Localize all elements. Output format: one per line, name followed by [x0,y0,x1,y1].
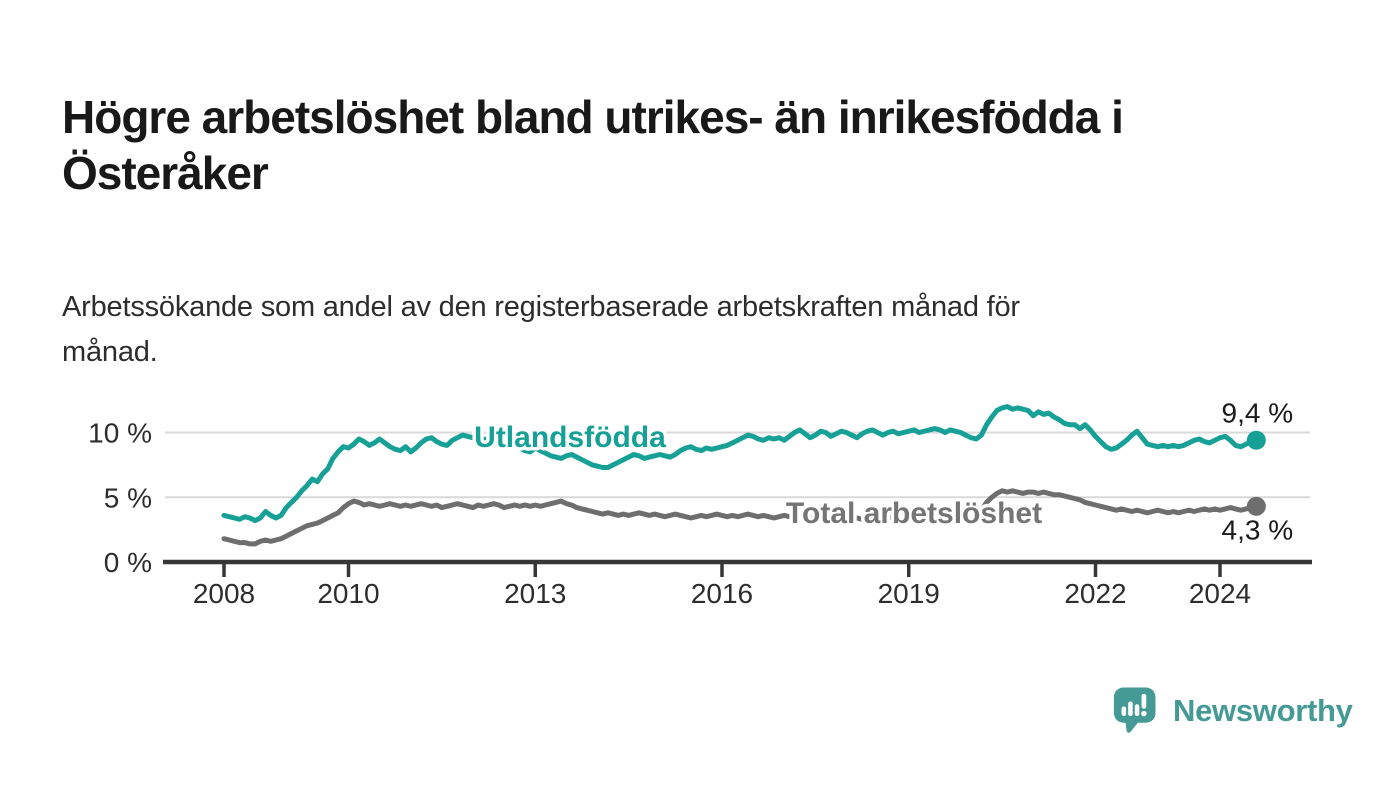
x-tick-label-2013: 2013 [504,578,566,609]
x-tick-label-2016: 2016 [691,578,753,609]
logo-bubble-shape [1113,687,1156,733]
x-tick-label-2024: 2024 [1189,578,1251,609]
end-value-label-total: 4,3 % [1222,514,1294,545]
logo-bar-2 [1128,701,1133,716]
series-line-total [221,488,1259,547]
chart-subtitle-line1: Arbetssökande som andel av den registerb… [62,291,1020,323]
end-value-label-utlandsfodda: 9,4 % [1222,397,1294,428]
chart-subtitle: Arbetssökande som andel av den registerb… [62,285,1302,375]
series-line-utlandsfodda [221,404,1259,524]
x-tick-label-2010: 2010 [317,578,379,609]
logo-exclamation-stem [1141,693,1147,709]
page-title-line1: Högre arbetslöshet bland utrikes- än inr… [62,90,1124,143]
series-endpoint-dot-total [1246,496,1266,516]
series-label-utlandsfodda: Utlandsfödda [474,421,666,454]
newsworthy-logo-text: Newsworthy [1173,693,1353,728]
series-endpoint-dot-utlandsfodda [1246,430,1266,450]
logo-bar-3 [1134,704,1140,716]
logo-exclamation-dot [1141,710,1147,717]
x-tick-label-2008: 2008 [193,578,255,609]
chart-subtitle-line2: månad. [62,335,158,368]
x-tick-label-2022: 2022 [1064,578,1126,609]
series-label-total: Total arbetslöshet [786,497,1042,530]
logo-bar-1 [1121,706,1127,716]
y-tick-label-0: 0 % [104,547,152,578]
page-title-line2: Österåker [62,146,269,199]
newsworthy-logo: Newsworthy [1113,685,1353,737]
y-tick-label-10: 10 % [88,418,152,449]
newsworthy-logo-icon [1113,687,1156,733]
page-title: Högre arbetslöshet bland utrikes- än inr… [62,89,1392,201]
x-tick-label-2019: 2019 [878,578,940,609]
y-tick-label-5: 5 % [104,482,152,513]
